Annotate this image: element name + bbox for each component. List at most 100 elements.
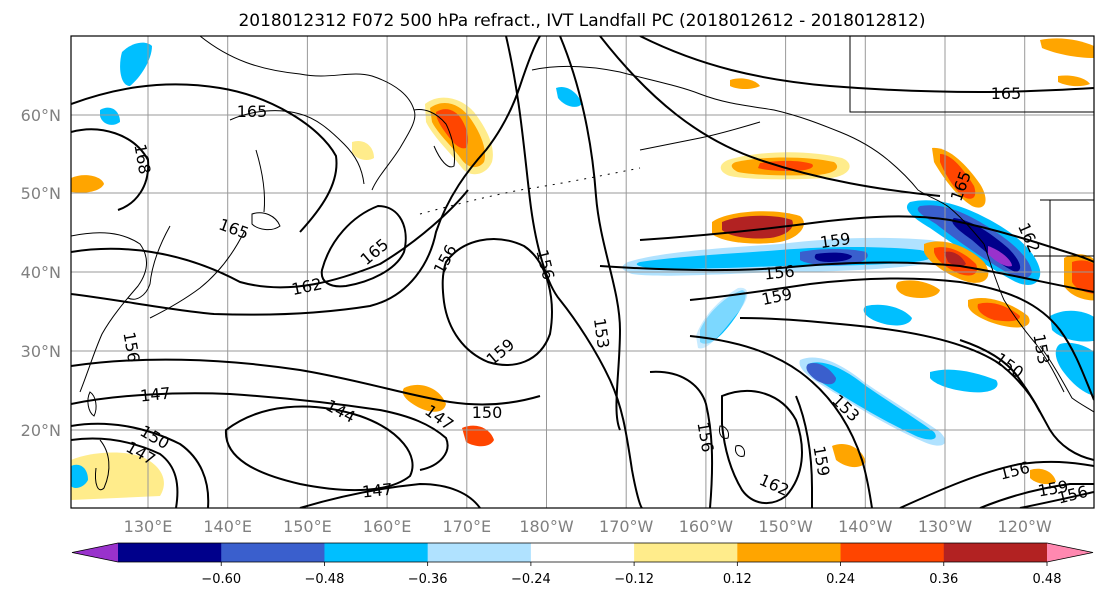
colorbar-tick-label: −0.36 — [408, 572, 448, 587]
shade-nw-pos-1 — [71, 175, 104, 193]
contour-line-japan-sw — [71, 437, 179, 508]
shade-east-edge-core — [1072, 260, 1094, 294]
colorbar-segment — [118, 543, 222, 562]
lat-label: 20°N — [21, 421, 61, 440]
coast-taiwan — [87, 391, 97, 417]
colorbar-tick-label: 0.48 — [1033, 572, 1062, 587]
contour-line-162 — [71, 189, 469, 289]
colorbar-tick-label: −0.24 — [511, 572, 551, 587]
contour-line-165-east — [639, 36, 1094, 94]
contour-line-159-se — [795, 395, 813, 508]
contour-line-153-east — [689, 335, 873, 508]
colorbar-outline — [71, 542, 1094, 563]
colorbar-segment — [737, 543, 842, 562]
coast-okhotsk — [229, 110, 365, 185]
contour-line-162-east — [599, 36, 941, 197]
contour-line-159-se-b — [979, 482, 1094, 508]
shade-neg-baja2 — [1055, 343, 1094, 396]
coast-asia-north — [199, 36, 416, 191]
shade-nw-pos-7 — [1040, 38, 1094, 58]
shade-nw-pos-9 — [1030, 468, 1056, 485]
shade-neg-baja — [1050, 310, 1094, 342]
coast-korea — [127, 225, 171, 300]
contour-lines — [71, 36, 1094, 508]
contour-line-168 — [71, 128, 150, 211]
lat-label: 30°N — [21, 342, 61, 361]
shade-japan-mix — [71, 452, 164, 500]
lon-label: 150°W — [758, 517, 813, 536]
coast-china — [71, 232, 147, 393]
coastlines — [71, 36, 1094, 491]
shade-ca-core — [977, 302, 1020, 322]
contour-line-159-loop — [441, 238, 553, 366]
contour-label: 147 — [139, 383, 171, 405]
shade-ca-pos2 — [896, 280, 940, 298]
contour-label: 150 — [472, 403, 503, 422]
shade-neg-30n-b — [863, 304, 912, 326]
colorbar-extend-max — [1047, 543, 1093, 562]
lon-label: 160°E — [363, 517, 412, 536]
coast-hawaii-2 — [735, 445, 745, 457]
contour-line-147-a — [71, 392, 449, 471]
colorbar-tick-label: −0.48 — [305, 572, 345, 587]
border-us-states — [1034, 200, 1094, 320]
lat-label: 50°N — [21, 184, 61, 203]
shade-nw-pos-3 — [402, 384, 446, 412]
map-title: 2018012312 F072 500 hPa refract., IVT La… — [238, 11, 925, 31]
lat-label: 40°N — [21, 263, 61, 282]
lon-label: 140°E — [203, 517, 252, 536]
colorbar-tick-label: −0.60 — [201, 572, 241, 587]
contour-label: 165 — [237, 102, 268, 121]
shade-nw-pos-6 — [730, 78, 760, 89]
contour-line-150-se — [959, 339, 1094, 461]
shade-neg-south-dark — [806, 362, 836, 385]
coast-kamchatka — [413, 109, 455, 168]
colorbar-tick-label: 0.12 — [723, 572, 752, 587]
borders — [849, 36, 1094, 320]
shade-nw-pos-8 — [1058, 75, 1090, 87]
shade-neg-south-mid — [807, 362, 936, 440]
coast-bc — [887, 159, 985, 245]
lon-label: 160°W — [679, 517, 734, 536]
shade-neg-30n-c — [930, 369, 998, 393]
colorbar-extend-min — [72, 543, 118, 562]
lon-label: 170°W — [599, 517, 654, 536]
lon-label: 150°E — [283, 517, 332, 536]
colorbar-segment — [324, 543, 429, 562]
colorbar-segment — [221, 543, 325, 562]
lon-label: 140°W — [838, 517, 893, 536]
coast-sakhalin — [255, 149, 265, 213]
shade-pnw-core — [988, 246, 1012, 267]
shade-nw-neg-1 — [120, 42, 152, 86]
coast-alaska-pen — [639, 121, 761, 151]
contour-line-165-loop — [320, 204, 407, 288]
colorbar-segment — [634, 543, 738, 562]
coast-alaska — [531, 65, 889, 161]
contour-line-147-b — [299, 482, 481, 508]
latitude-labels: 60°N 50°N 40°N 30°N 20°N — [21, 106, 61, 440]
shade-150w-core — [722, 215, 793, 239]
colorbar-segment — [943, 543, 1048, 562]
colorbar: −0.60 −0.48 −0.36 −0.24 −0.12 0.12 0.24 0.36 0.4… — [71, 542, 1094, 587]
contour-label: 156 — [763, 261, 795, 283]
contour-line-156-b — [505, 36, 643, 508]
contour-line-159-east — [639, 215, 1094, 263]
contour-line-156-hawaii — [649, 370, 714, 508]
border-alaska-canada — [849, 36, 1094, 113]
contour-line-159-east-b — [689, 277, 1094, 401]
shade-bc-core — [940, 154, 976, 199]
contour-line-165-north — [71, 83, 338, 233]
coast-philippines — [95, 439, 110, 491]
contour-label: 159 — [819, 229, 852, 252]
contour-line-162-loop — [721, 389, 803, 505]
shade-japan-mix2 — [71, 464, 88, 488]
colorbar-segment — [530, 543, 635, 562]
shade-neg-band-core — [814, 252, 852, 262]
coast-hawaii-1 — [719, 425, 729, 439]
lat-label: 60°N — [21, 106, 61, 125]
lon-label: 130°E — [124, 517, 173, 536]
contour-line-156-se-b — [1019, 491, 1094, 508]
contour-line-150 — [71, 358, 541, 406]
shade-nw-pos-4 — [462, 425, 494, 447]
